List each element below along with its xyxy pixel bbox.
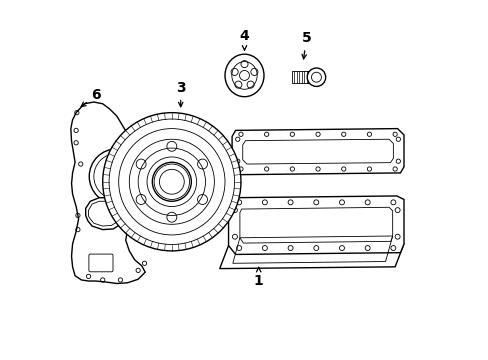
Polygon shape	[232, 129, 403, 175]
FancyBboxPatch shape	[89, 254, 113, 272]
Polygon shape	[123, 166, 134, 214]
Circle shape	[102, 113, 241, 251]
Text: 2: 2	[342, 141, 351, 169]
Text: 4: 4	[239, 30, 249, 50]
Polygon shape	[228, 196, 403, 255]
Bar	[292, 71, 309, 84]
Polygon shape	[85, 198, 124, 230]
Ellipse shape	[224, 54, 264, 97]
Text: 5: 5	[301, 31, 311, 59]
Polygon shape	[219, 244, 403, 269]
Text: 3: 3	[176, 81, 185, 107]
Circle shape	[89, 149, 144, 204]
Polygon shape	[71, 102, 145, 283]
Text: 6: 6	[81, 88, 101, 107]
Circle shape	[306, 68, 325, 86]
Text: 1: 1	[253, 267, 263, 288]
